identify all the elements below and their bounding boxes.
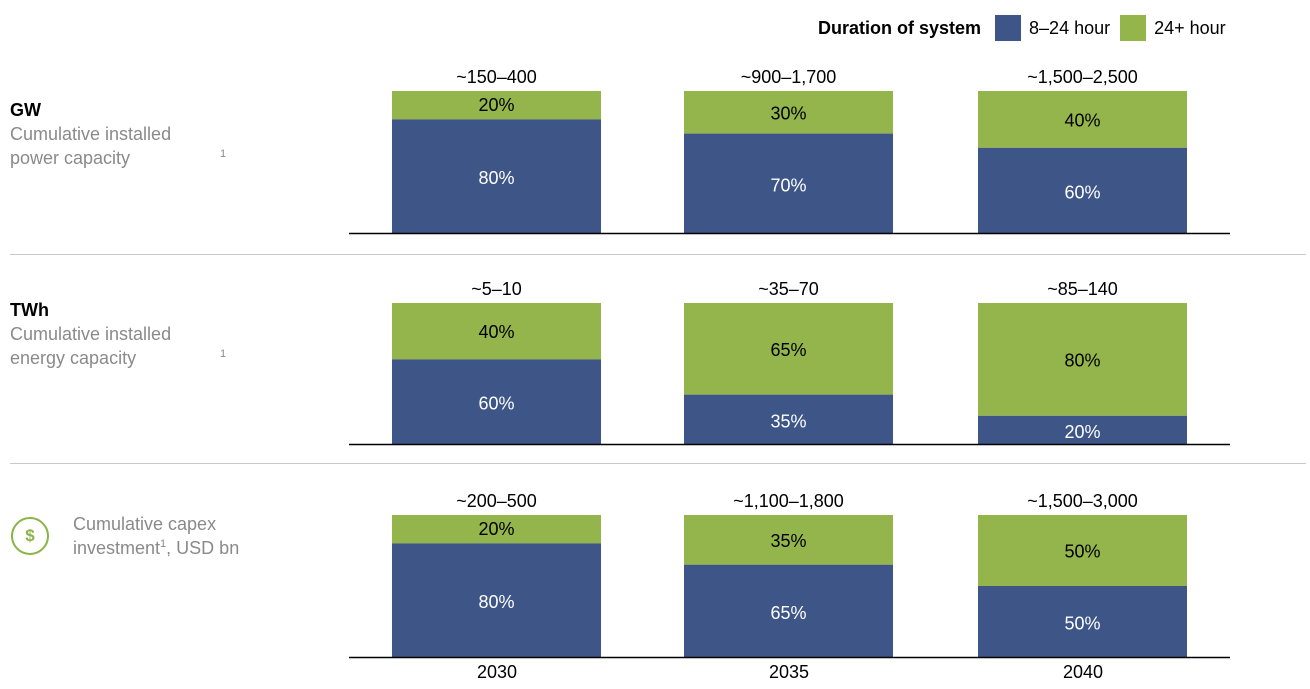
legend-label-8-24-hour: 8–24 hour (1029, 17, 1111, 38)
bar-segment-24-plus-hour-2035 (684, 515, 893, 565)
chart-capex: 20% 80% ~200–500 35% 65% ~1,100–1,800 50% 50% ~1… (349, 491, 1230, 659)
panel-desc-capex-unit: , USD bn (166, 538, 240, 558)
data-label-8-24-hour-2030: 80% (478, 592, 514, 612)
data-label-8-24-hour-2030: 80% (478, 168, 514, 188)
panel-desc-twh-text: Cumulative installed energy capacity (10, 324, 172, 368)
bar-segment-24-plus-hour-2035 (684, 91, 893, 134)
chart-twh: 40% 60% ~5–10 65% 35% ~35–70 80% 20% ~85–140 (349, 279, 1230, 446)
data-label-8-24-hour-2035: 65% (770, 603, 806, 623)
legend-swatch-8-24-hour (995, 15, 1022, 41)
legend-item-8-24-hour: 8–24 hour (995, 15, 1110, 41)
data-label-24-plus-hour-2040: 50% (1064, 542, 1100, 562)
total-label-2030: ~150–400 (456, 67, 537, 87)
chart-gw: 20% 80% ~150–400 30% 70% ~900–1,700 40% 60% ~1,5… (349, 67, 1230, 235)
legend: Duration of system 8–24 hour 24+ hour (818, 14, 1236, 42)
x-tick-label-2030: 2030 (476, 662, 518, 682)
divider-1 (10, 254, 1306, 255)
data-label-24-plus-hour-2030: 20% (478, 519, 514, 539)
x-tick-label-2040: 2040 (1062, 662, 1104, 682)
data-label-24-plus-hour-2040: 80% (1064, 350, 1100, 370)
bar-segment-24-plus-hour-2040 (978, 303, 1187, 416)
bar-segment-8-24-hour-2030 (392, 543, 601, 657)
data-label-8-24-hour-2040: 20% (1064, 422, 1100, 442)
total-label-2030: ~5–10 (471, 279, 522, 299)
bar-segment-24-plus-hour-2040 (978, 515, 1187, 586)
bar-segment-8-24-hour-2040 (978, 147, 1187, 233)
bar-segment-8-24-hour-2030 (392, 119, 601, 233)
total-label-2040: ~1,500–2,500 (1027, 67, 1138, 87)
bar-segment-8-24-hour-2040 (978, 415, 1187, 444)
x-tick-label-2035: 2035 (768, 662, 810, 682)
panel-unit-gw: GW (10, 100, 41, 120)
x-axis-labels: 2030 2035 2040 (0, 662, 1310, 686)
panel-label-twh: TWh Cumulative installed energy capacity… (10, 298, 226, 370)
legend-label-24-plus-hour: 24+ hour (1154, 17, 1226, 38)
legend-title: Duration of system (818, 17, 982, 38)
footnote-marker: 1 (220, 148, 227, 160)
dollar-icon: $ (11, 517, 49, 555)
panel-desc-capex-investment: investment (73, 538, 161, 558)
data-label-24-plus-hour-2035: 65% (770, 340, 806, 360)
panel-label-gw: GW Cumulative installed power capacity 1 (10, 98, 226, 170)
total-label-2040: ~1,500–3,000 (1027, 491, 1138, 511)
panel-desc-capex-line1: Cumulative capex (73, 514, 217, 534)
data-label-24-plus-hour-2030: 20% (478, 95, 514, 115)
data-label-8-24-hour-2030: 60% (478, 394, 514, 414)
legend-swatch-24-plus-hour (1120, 15, 1147, 41)
data-label-24-plus-hour-2040: 40% (1064, 110, 1100, 130)
data-label-24-plus-hour-2035: 30% (770, 103, 806, 123)
total-label-2035: ~900–1,700 (741, 67, 837, 87)
bar-segment-8-24-hour-2040 (978, 586, 1187, 657)
data-label-24-plus-hour-2035: 35% (770, 531, 806, 551)
panel-desc-twh: Cumulative installed energy capacity 1 (10, 322, 226, 370)
data-label-8-24-hour-2035: 35% (770, 411, 806, 431)
bar-segment-24-plus-hour-2035 (684, 303, 893, 395)
panel-label-capex: Cumulative capex investment1, USD bn (73, 512, 239, 560)
bar-segment-8-24-hour-2035 (684, 394, 893, 444)
data-label-8-24-hour-2040: 60% (1064, 182, 1100, 202)
panel-desc-gw-text: Cumulative installed power capacity (10, 124, 172, 168)
total-label-2030: ~200–500 (456, 491, 537, 511)
total-label-2035: ~35–70 (758, 279, 819, 299)
total-label-2040: ~85–140 (1047, 279, 1118, 299)
bar-segment-8-24-hour-2035 (684, 564, 893, 657)
legend-item-24-plus-hour: 24+ hour (1120, 15, 1226, 41)
panel-desc-capex-line2: investment1, USD bn (73, 536, 239, 560)
bar-segment-24-plus-hour-2040 (978, 91, 1187, 148)
data-label-8-24-hour-2035: 70% (770, 175, 806, 195)
footnote-marker: 1 (220, 348, 227, 360)
footnote-marker: 1 (160, 538, 167, 550)
bar-segment-24-plus-hour-2030 (392, 91, 601, 120)
total-label-2035: ~1,100–1,800 (733, 491, 844, 511)
bar-segment-24-plus-hour-2030 (392, 515, 601, 544)
data-label-24-plus-hour-2030: 40% (478, 322, 514, 342)
data-label-8-24-hour-2040: 50% (1064, 614, 1100, 634)
divider-2 (10, 463, 1306, 464)
panel-unit-twh: TWh (10, 300, 49, 320)
bar-segment-8-24-hour-2030 (392, 359, 601, 444)
bar-segment-24-plus-hour-2030 (392, 303, 601, 360)
panel-desc-gw: Cumulative installed power capacity 1 (10, 122, 226, 170)
bar-segment-8-24-hour-2035 (684, 133, 893, 233)
